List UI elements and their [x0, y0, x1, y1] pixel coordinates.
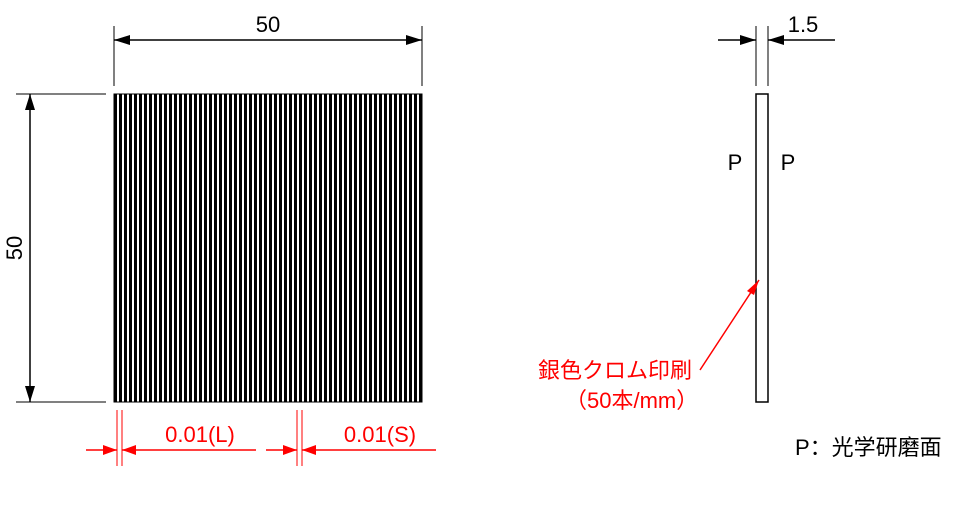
dim-left-height: 50 [2, 94, 106, 402]
annotation-chrome-print-line2: （50本/mm） [565, 388, 698, 413]
dim-detail-S: 0.01(S) [266, 410, 436, 466]
side-view [756, 94, 768, 402]
dim-detail-S-value: 0.01(S) [344, 422, 416, 447]
dim-detail-L-value: 0.01(L) [165, 422, 235, 447]
dim-thickness-value: 1.5 [788, 12, 819, 37]
dim-top-width-value: 50 [256, 12, 280, 37]
annotation-chrome-print: 銀色クロム印刷 （50本/mm） [538, 280, 759, 413]
p-legend: P：光学研磨面 [795, 435, 942, 460]
dim-detail-L: 0.01(L) [86, 410, 256, 466]
engineering-drawing: 50 50 1.5 0.01(L) 0.01(S [0, 0, 960, 511]
surface-mark-right: P [781, 150, 796, 175]
dim-left-height-value: 50 [2, 236, 27, 260]
surface-mark-left: P [728, 150, 743, 175]
front-view [114, 94, 422, 402]
annotation-chrome-print-line1: 銀色クロム印刷 [538, 358, 692, 383]
dim-top-width: 50 [114, 12, 422, 86]
dim-thickness: 1.5 [718, 12, 835, 86]
